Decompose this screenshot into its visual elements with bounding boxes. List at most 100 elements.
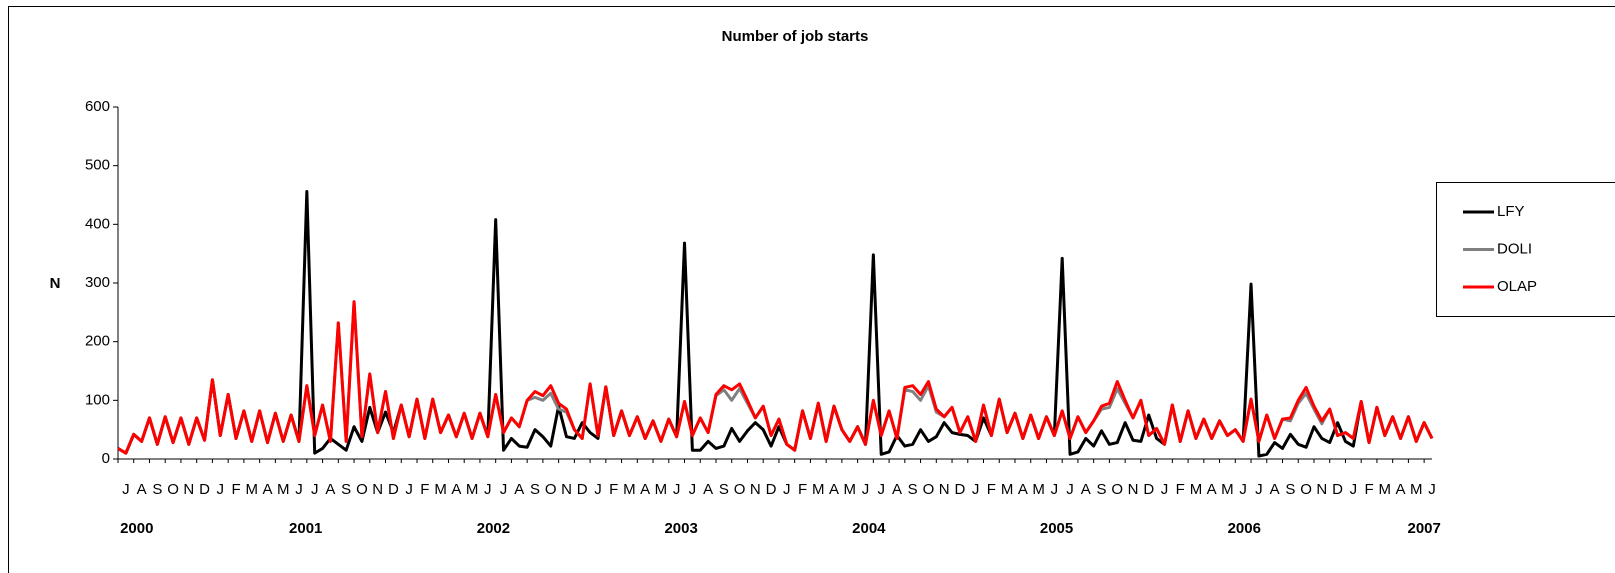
x-tick-label: A bbox=[892, 481, 902, 498]
x-tick-label: J bbox=[862, 481, 870, 498]
legend-label: OLAP bbox=[1497, 278, 1537, 295]
x-tick-label: M bbox=[466, 481, 479, 498]
x-tick-label: J bbox=[1350, 481, 1358, 498]
x-tick-label: M bbox=[1221, 481, 1234, 498]
y-tick-label: 300 bbox=[85, 274, 110, 291]
x-tick-label: J bbox=[877, 481, 885, 498]
x-tick-label: J bbox=[405, 481, 413, 498]
x-tick-label: A bbox=[1270, 481, 1280, 498]
x-tick-label: N bbox=[939, 481, 950, 498]
x-tick-label: A bbox=[262, 481, 272, 498]
x-tick-label: S bbox=[719, 481, 729, 498]
x-tick-label: M bbox=[1001, 481, 1014, 498]
x-tick-label: N bbox=[372, 481, 383, 498]
x-tick-label: J bbox=[689, 481, 697, 498]
x-tick-label: J bbox=[972, 481, 980, 498]
x-tick-label: O bbox=[1300, 481, 1312, 498]
x-tick-label: A bbox=[1018, 481, 1028, 498]
x-tick-label: M bbox=[1379, 481, 1392, 498]
x-tick-label: J bbox=[1051, 481, 1059, 498]
x-tick-label: O bbox=[545, 481, 557, 498]
year-label: 2006 bbox=[1228, 520, 1261, 537]
x-tick-label: A bbox=[640, 481, 650, 498]
x-tick-label: D bbox=[577, 481, 588, 498]
year-label: 2007 bbox=[1407, 520, 1440, 537]
x-tick-label: D bbox=[388, 481, 399, 498]
x-tick-label: O bbox=[356, 481, 368, 498]
y-tick-label: 400 bbox=[85, 215, 110, 232]
x-tick-label: D bbox=[1143, 481, 1154, 498]
x-tick-label: J bbox=[1066, 481, 1074, 498]
year-label: 2000 bbox=[120, 520, 153, 537]
chart-frame bbox=[8, 6, 1615, 573]
x-tick-label: J bbox=[1161, 481, 1169, 498]
x-tick-label: M bbox=[843, 481, 856, 498]
chart-title: Number of job starts bbox=[722, 28, 869, 45]
x-tick-label: N bbox=[750, 481, 761, 498]
x-tick-label: A bbox=[451, 481, 461, 498]
x-tick-label: D bbox=[1332, 481, 1343, 498]
x-tick-label: M bbox=[277, 481, 290, 498]
x-tick-label: M bbox=[655, 481, 668, 498]
x-tick-label: J bbox=[295, 481, 303, 498]
x-tick-label: O bbox=[734, 481, 746, 498]
x-tick-label: M bbox=[1032, 481, 1045, 498]
x-tick-label: M bbox=[246, 481, 259, 498]
x-tick-label: N bbox=[183, 481, 194, 498]
y-tick-label: 0 bbox=[102, 450, 110, 467]
y-tick-label: 200 bbox=[85, 333, 110, 350]
x-tick-label: J bbox=[673, 481, 681, 498]
x-tick-label: F bbox=[420, 481, 429, 498]
x-tick-label: J bbox=[217, 481, 225, 498]
legend-label: LFY bbox=[1497, 203, 1525, 220]
x-tick-label: S bbox=[341, 481, 351, 498]
x-tick-label: S bbox=[1097, 481, 1107, 498]
x-tick-label: O bbox=[923, 481, 935, 498]
x-tick-label: M bbox=[434, 481, 447, 498]
x-tick-label: J bbox=[1428, 481, 1436, 498]
y-tick-label: 500 bbox=[85, 157, 110, 174]
x-tick-label: A bbox=[703, 481, 713, 498]
x-tick-label: J bbox=[594, 481, 602, 498]
x-tick-label: O bbox=[167, 481, 179, 498]
x-tick-label: D bbox=[199, 481, 210, 498]
x-tick-label: N bbox=[561, 481, 572, 498]
x-tick-label: F bbox=[609, 481, 618, 498]
year-label: 2001 bbox=[289, 520, 322, 537]
x-tick-label: M bbox=[623, 481, 636, 498]
x-tick-label: F bbox=[987, 481, 996, 498]
year-label: 2002 bbox=[477, 520, 510, 537]
y-axis-label: N bbox=[50, 275, 61, 292]
x-tick-label: J bbox=[484, 481, 492, 498]
x-tick-label: S bbox=[152, 481, 162, 498]
legend-label: DOLI bbox=[1497, 240, 1532, 257]
x-tick-label: A bbox=[1207, 481, 1217, 498]
x-tick-label: J bbox=[122, 481, 130, 498]
x-tick-label: F bbox=[1176, 481, 1185, 498]
x-tick-label: J bbox=[311, 481, 319, 498]
x-tick-label: M bbox=[812, 481, 825, 498]
x-tick-label: N bbox=[1316, 481, 1327, 498]
series-line bbox=[117, 300, 1434, 455]
x-tick-label: J bbox=[500, 481, 508, 498]
x-tick-label: J bbox=[783, 481, 791, 498]
x-tick-label: D bbox=[766, 481, 777, 498]
x-tick-label: A bbox=[325, 481, 335, 498]
x-tick-label: A bbox=[829, 481, 839, 498]
year-label: 2005 bbox=[1040, 520, 1073, 537]
x-tick-label: S bbox=[530, 481, 540, 498]
x-tick-label: F bbox=[798, 481, 807, 498]
x-tick-label: M bbox=[1410, 481, 1423, 498]
x-tick-label: A bbox=[1396, 481, 1406, 498]
x-tick-label: N bbox=[1128, 481, 1139, 498]
x-tick-label: J bbox=[1239, 481, 1247, 498]
y-tick-label: 100 bbox=[85, 391, 110, 408]
y-tick-label: 600 bbox=[85, 98, 110, 115]
x-tick-label: O bbox=[1111, 481, 1123, 498]
x-tick-label: A bbox=[1081, 481, 1091, 498]
year-label: 2004 bbox=[852, 520, 886, 537]
x-tick-label: J bbox=[1255, 481, 1263, 498]
x-tick-label: F bbox=[231, 481, 240, 498]
